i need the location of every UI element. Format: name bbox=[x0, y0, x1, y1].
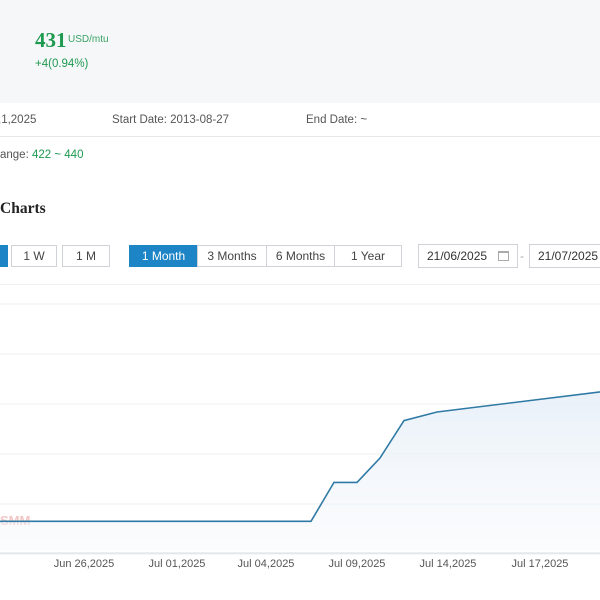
price-panel: 431 USD/mtu +4(0.94%) bbox=[0, 0, 600, 103]
date-separator: - bbox=[520, 249, 524, 263]
x-tick-label: Jul 04,2025 bbox=[238, 558, 295, 570]
end-date-input[interactable]: 21/07/2025 bbox=[529, 244, 600, 268]
price-chart: SMM Jun 26,2025 Jul 01,2025 Jul 04,2025 Jul… bbox=[0, 303, 600, 570]
x-tick-label: Jul 17,2025 bbox=[512, 558, 569, 570]
period-button-1w[interactable]: 1 W bbox=[11, 245, 57, 267]
range-button-3-months[interactable]: 3 Months bbox=[197, 245, 267, 267]
x-tick-label: Jun 26,2025 bbox=[54, 558, 115, 570]
x-tick-label: Jul 09,2025 bbox=[329, 558, 386, 570]
current-price: 431 bbox=[35, 28, 67, 52]
x-tick-label: Jul 14,2025 bbox=[420, 558, 477, 570]
series-area bbox=[0, 391, 600, 550]
price-change: +4(0.94%) bbox=[35, 58, 89, 70]
price-range-value: 422 ~ 440 bbox=[31, 149, 84, 161]
period-button-partial[interactable] bbox=[0, 245, 8, 267]
end-date: End Date: ~ bbox=[306, 114, 368, 126]
range-button-1-month[interactable]: 1 Month bbox=[129, 245, 198, 267]
section-title: Charts bbox=[0, 200, 46, 217]
range-button-1-year[interactable]: 1 Year bbox=[334, 245, 402, 267]
x-tick-label: Jul 01,2025 bbox=[149, 558, 206, 570]
price-range: ange: 422 ~ 440 bbox=[0, 149, 83, 161]
start-date: Start Date: 2013-08-27 bbox=[112, 114, 229, 126]
period-button-1m[interactable]: 1 M bbox=[62, 245, 110, 267]
end-date-value: 21/07/2025 bbox=[538, 249, 599, 263]
series-line bbox=[0, 391, 600, 523]
chart-top-border bbox=[0, 284, 600, 285]
x-axis-ticks: Jun 26,2025 Jul 01,2025 Jul 04,2025 Jul 09,… bbox=[54, 558, 569, 570]
price-range-label: ange: bbox=[0, 149, 32, 161]
calendar-icon[interactable] bbox=[498, 251, 509, 261]
start-date-value: 21/06/2025 bbox=[427, 249, 488, 263]
start-date-input[interactable]: 21/06/2025 bbox=[418, 244, 518, 268]
price-unit: USD/mtu bbox=[68, 34, 109, 45]
info-row: ,1,2025 Start Date: 2013-08-27 End Date:… bbox=[0, 103, 600, 137]
date-fragment: ,1,2025 bbox=[0, 114, 37, 126]
range-button-6-months[interactable]: 6 Months bbox=[266, 245, 335, 267]
